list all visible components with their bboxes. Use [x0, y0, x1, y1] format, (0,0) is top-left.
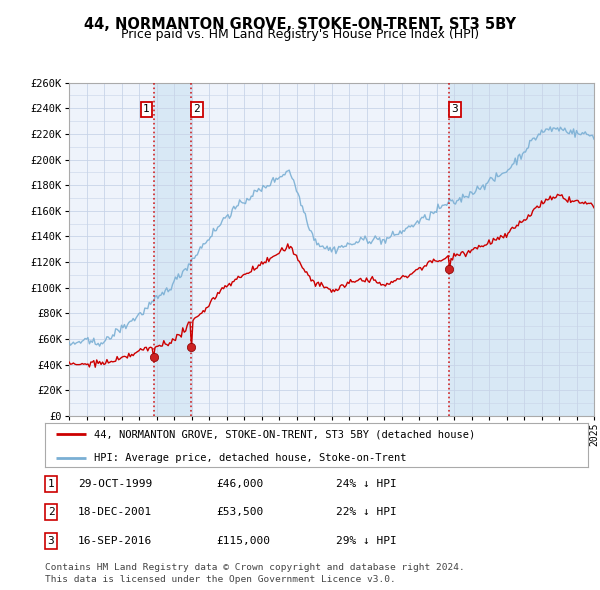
Text: 2: 2: [194, 104, 200, 114]
Text: 18-DEC-2001: 18-DEC-2001: [78, 507, 152, 517]
Text: £46,000: £46,000: [216, 479, 263, 489]
Bar: [154, 83, 191, 416]
Text: Contains HM Land Registry data © Crown copyright and database right 2024.: Contains HM Land Registry data © Crown c…: [45, 563, 465, 572]
Text: 3: 3: [452, 104, 458, 114]
Text: 1: 1: [47, 479, 55, 489]
Text: 16-SEP-2016: 16-SEP-2016: [78, 536, 152, 546]
Text: 3: 3: [47, 536, 55, 546]
Text: 29-OCT-1999: 29-OCT-1999: [78, 479, 152, 489]
Text: 22% ↓ HPI: 22% ↓ HPI: [336, 507, 397, 517]
Text: 2: 2: [47, 507, 55, 517]
Text: HPI: Average price, detached house, Stoke-on-Trent: HPI: Average price, detached house, Stok…: [94, 453, 406, 463]
Text: 44, NORMANTON GROVE, STOKE-ON-TRENT, ST3 5BY (detached house): 44, NORMANTON GROVE, STOKE-ON-TRENT, ST3…: [94, 429, 475, 439]
Text: 1: 1: [143, 104, 150, 114]
Text: This data is licensed under the Open Government Licence v3.0.: This data is licensed under the Open Gov…: [45, 575, 396, 584]
Bar: [449, 83, 594, 416]
Text: 44, NORMANTON GROVE, STOKE-ON-TRENT, ST3 5BY: 44, NORMANTON GROVE, STOKE-ON-TRENT, ST3…: [84, 17, 516, 31]
Text: Price paid vs. HM Land Registry's House Price Index (HPI): Price paid vs. HM Land Registry's House …: [121, 28, 479, 41]
Text: 24% ↓ HPI: 24% ↓ HPI: [336, 479, 397, 489]
Text: 29% ↓ HPI: 29% ↓ HPI: [336, 536, 397, 546]
Text: £115,000: £115,000: [216, 536, 270, 546]
Text: £53,500: £53,500: [216, 507, 263, 517]
